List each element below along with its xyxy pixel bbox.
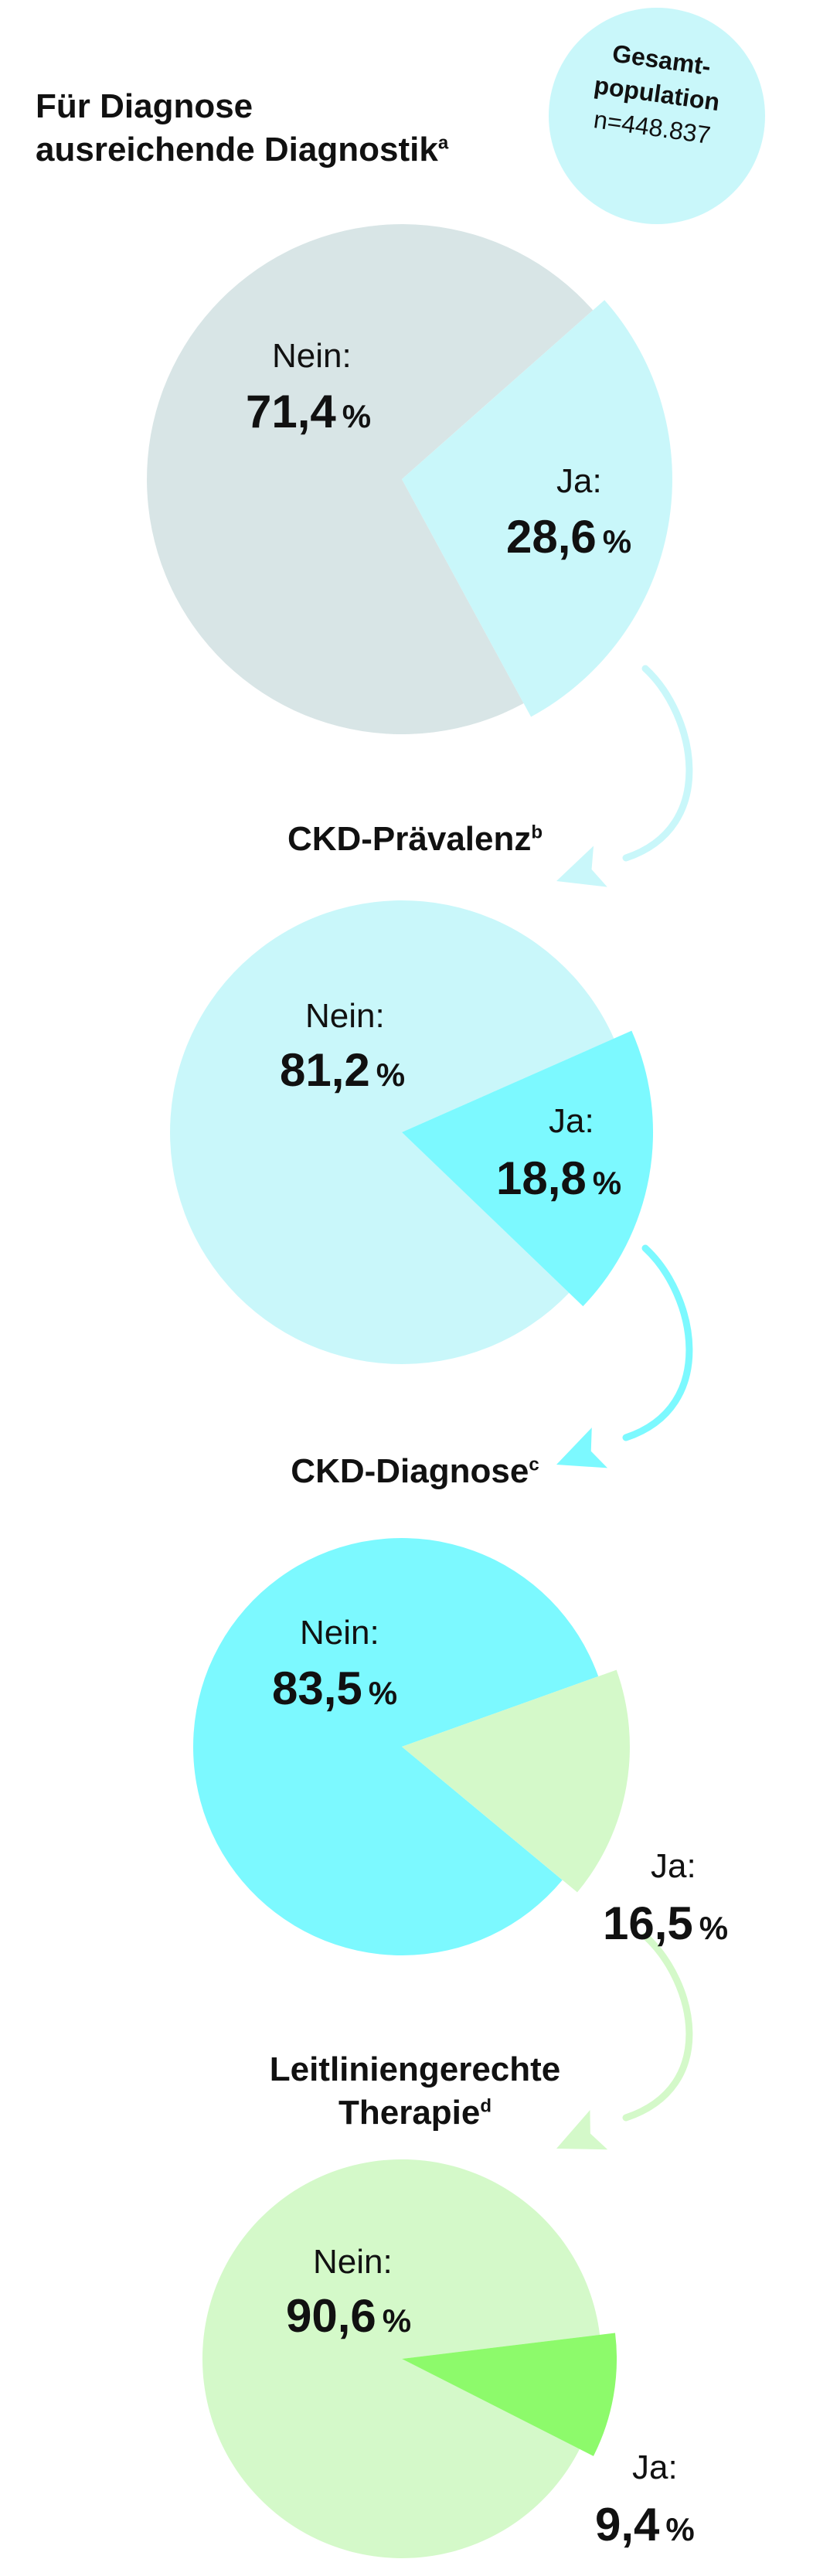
pie2-slice-ja bbox=[402, 1030, 654, 1307]
pie2-ja-value: 18,8% bbox=[496, 1152, 622, 1204]
pie4-slice-ja bbox=[402, 2333, 617, 2456]
footnote-c: c bbox=[529, 1454, 539, 1475]
footnote-a: a bbox=[437, 132, 449, 154]
connector-arrow-1 bbox=[622, 665, 693, 862]
pie3-ja-value: 16,5% bbox=[603, 1897, 729, 1949]
heading-therapie: Leitliniengerechte Therapied bbox=[0, 2048, 830, 2135]
pie3-slice-ja bbox=[402, 1669, 630, 1893]
footnote-d: d bbox=[480, 2095, 492, 2117]
connector-arrowhead-1 bbox=[556, 846, 607, 887]
footnote-b: b bbox=[531, 822, 543, 843]
connector-arrow-3 bbox=[622, 1932, 693, 2122]
heading-therapie-line2: Therapied bbox=[338, 2094, 492, 2132]
pie3-slice-nein bbox=[192, 1537, 599, 1955]
connector-arrowhead-2 bbox=[556, 1428, 608, 1468]
pie2-nein-label: Nein: bbox=[305, 997, 385, 1035]
pie4-ja-label: Ja: bbox=[632, 2448, 678, 2486]
pie4-nein-value: 90,6% bbox=[286, 2290, 412, 2342]
pie3-nein-value: 83,5% bbox=[272, 1662, 398, 1714]
pie3-ja-label: Ja: bbox=[651, 1847, 696, 1885]
pie1-slice-ja bbox=[402, 300, 672, 717]
heading-ckd-praevalenz: CKD-Prävalenzb bbox=[0, 818, 830, 861]
pie2-ja-label: Ja: bbox=[549, 1102, 594, 1140]
pie1-nein-value: 71,4% bbox=[246, 386, 372, 437]
pie1-slice-nein bbox=[147, 224, 594, 735]
connector-arrow-2 bbox=[622, 1244, 693, 1441]
heading-ckd-praevalenz-text: CKD-Prävalenz bbox=[287, 820, 532, 858]
pie2-nein-value: 81,2% bbox=[280, 1044, 406, 1096]
heading-diagnostik-line1: Für Diagnose bbox=[36, 87, 253, 125]
population-bubble bbox=[549, 8, 765, 224]
pie2-slice-nein bbox=[170, 900, 614, 1365]
heading-therapie-line1: Leitliniengerechte bbox=[269, 2050, 561, 2088]
heading-ckd-diagnose-text: CKD-Diagnose bbox=[291, 1452, 529, 1490]
pie4-nein-label: Nein: bbox=[313, 2243, 393, 2281]
pie4-ja-value: 9,4% bbox=[595, 2499, 695, 2550]
heading-diagnostik: Für Diagnose ausreichende Diagnostika bbox=[36, 85, 448, 172]
connector-arrowhead-3 bbox=[556, 2110, 608, 2150]
heading-ckd-diagnose: CKD-Diagnosec bbox=[0, 1450, 830, 1493]
pie1-ja-value: 28,6% bbox=[506, 511, 632, 563]
pie4-slice-nein bbox=[202, 2159, 600, 2558]
heading-diagnostik-line2: ausreichende Diagnostika bbox=[36, 131, 449, 168]
pie1-nein-label: Nein: bbox=[272, 337, 352, 375]
pie1-ja-label: Ja: bbox=[556, 462, 602, 500]
pie3-nein-label: Nein: bbox=[300, 1614, 379, 1652]
